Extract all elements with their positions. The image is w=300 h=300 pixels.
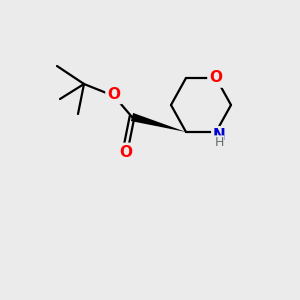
Text: O: O — [119, 145, 133, 160]
Text: O: O — [209, 70, 223, 86]
Polygon shape — [131, 113, 186, 132]
Text: H: H — [214, 136, 224, 149]
Text: N: N — [213, 128, 225, 142]
Text: O: O — [107, 87, 121, 102]
